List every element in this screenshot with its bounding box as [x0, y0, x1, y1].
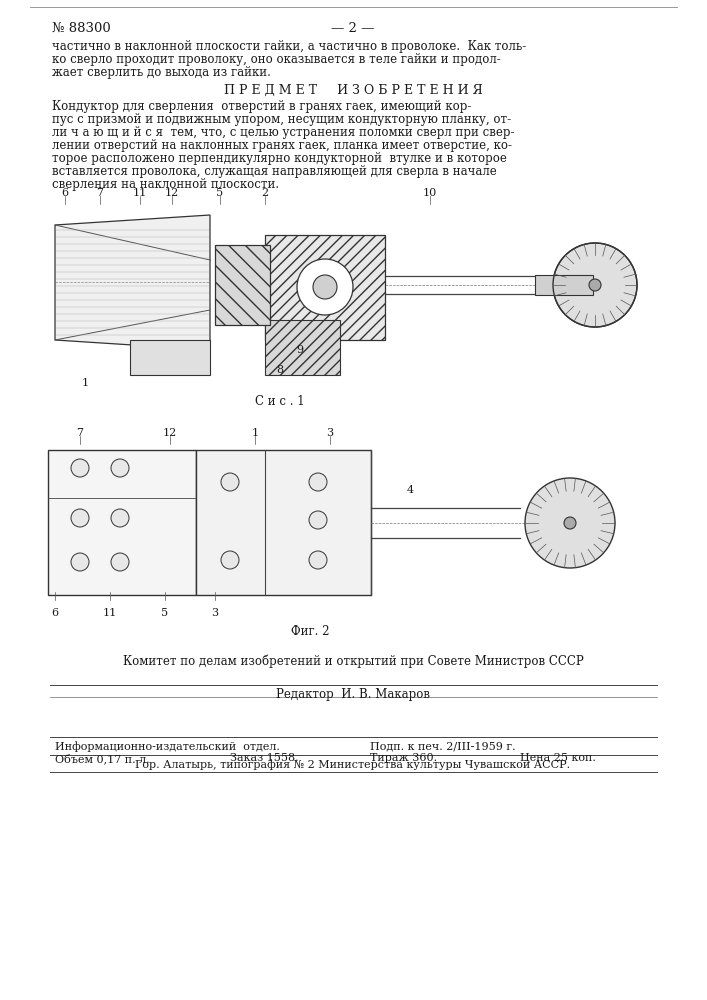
Text: Фиг. 2: Фиг. 2: [291, 625, 329, 638]
Text: 12: 12: [163, 428, 177, 438]
Bar: [196, 450, 371, 595]
Text: С и с . 1: С и с . 1: [255, 395, 305, 408]
Circle shape: [111, 459, 129, 477]
Circle shape: [525, 478, 615, 568]
Text: 3: 3: [327, 428, 334, 438]
Text: Редактор  И. В. Макаров: Редактор И. В. Макаров: [276, 688, 430, 701]
Circle shape: [313, 275, 337, 299]
Bar: [535, 275, 593, 295]
Polygon shape: [265, 320, 340, 375]
Text: пус с призмой и подвижным упором, несущим кондукторную планку, от-: пус с призмой и подвижным упором, несущи…: [52, 113, 511, 126]
Text: Гор. Алатырь, типография № 2 Министерства культуры Чувашской АССР.: Гор. Алатырь, типография № 2 Министерств…: [136, 759, 571, 770]
Text: 4: 4: [407, 485, 414, 495]
Text: Объем 0,17 п. л.: Объем 0,17 п. л.: [55, 753, 150, 764]
Text: 9: 9: [296, 345, 303, 355]
Text: 6: 6: [52, 608, 59, 618]
Circle shape: [297, 259, 353, 315]
Text: торое расположено перпендикулярно кондукторной  втулке и в которое: торое расположено перпендикулярно кондук…: [52, 152, 507, 165]
Text: № 88300: № 88300: [52, 22, 111, 35]
Circle shape: [309, 551, 327, 569]
Circle shape: [589, 279, 601, 291]
Text: 11: 11: [133, 188, 147, 198]
Text: 7: 7: [76, 428, 83, 438]
Text: Информационно-издательский  отдел.: Информационно-издательский отдел.: [55, 741, 280, 752]
Text: 5: 5: [161, 608, 168, 618]
Polygon shape: [55, 215, 210, 350]
Circle shape: [111, 553, 129, 571]
Circle shape: [221, 551, 239, 569]
Circle shape: [111, 509, 129, 527]
Text: — 2 —: — 2 —: [332, 22, 375, 35]
Text: 1: 1: [252, 428, 259, 438]
Text: жает сверлить до выхода из гайки.: жает сверлить до выхода из гайки.: [52, 66, 271, 79]
Text: 12: 12: [165, 188, 179, 198]
Text: Цена 25 коп.: Цена 25 коп.: [520, 753, 596, 763]
Circle shape: [71, 509, 89, 527]
Text: 8: 8: [276, 365, 284, 375]
Text: 6: 6: [62, 188, 69, 198]
Text: 5: 5: [216, 188, 223, 198]
Text: Подп. к печ. 2/III-1959 г.: Подп. к печ. 2/III-1959 г.: [370, 741, 515, 751]
Circle shape: [553, 243, 637, 327]
Circle shape: [309, 473, 327, 491]
Text: 2: 2: [262, 188, 269, 198]
Circle shape: [564, 517, 576, 529]
Text: ко сверло проходит проволоку, оно оказывается в теле гайки и продол-: ко сверло проходит проволоку, оно оказыв…: [52, 53, 501, 66]
Bar: [215, 245, 270, 325]
Text: Кондуктор для сверления  отверстий в гранях гаек, имеющий кор-: Кондуктор для сверления отверстий в гран…: [52, 100, 472, 113]
Text: П Р Е Д М Е Т     И З О Б Р Е Т Е Н И Я: П Р Е Д М Е Т И З О Б Р Е Т Е Н И Я: [223, 84, 482, 97]
Circle shape: [221, 473, 239, 491]
Text: сверления на наклонной плоскости.: сверления на наклонной плоскости.: [52, 178, 279, 191]
Circle shape: [71, 459, 89, 477]
Text: 10: 10: [423, 188, 437, 198]
Text: частично в наклонной плоскости гайки, а частично в проволоке.  Как толь-: частично в наклонной плоскости гайки, а …: [52, 40, 526, 53]
Polygon shape: [130, 340, 210, 375]
Text: 11: 11: [103, 608, 117, 618]
Text: ли ч а ю щ и й с я  тем, что, с целью устранения поломки сверл при свер-: ли ч а ю щ и й с я тем, что, с целью уст…: [52, 126, 515, 139]
Text: Комитет по делам изобретений и открытий при Совете Министров СССР: Комитет по делам изобретений и открытий …: [122, 655, 583, 668]
Text: 3: 3: [211, 608, 218, 618]
Circle shape: [71, 553, 89, 571]
Circle shape: [309, 511, 327, 529]
Text: 7: 7: [96, 188, 103, 198]
Text: 1: 1: [81, 378, 88, 388]
Bar: [265, 235, 385, 340]
Bar: [48, 450, 196, 595]
Text: вставляется проволока, служащая направляющей для сверла в начале: вставляется проволока, служащая направля…: [52, 165, 497, 178]
Text: Тираж 360.: Тираж 360.: [370, 753, 437, 763]
Text: Заказ 1558.: Заказ 1558.: [230, 753, 298, 763]
Text: лении отверстий на наклонных гранях гаек, планка имеет отверстие, ко-: лении отверстий на наклонных гранях гаек…: [52, 139, 512, 152]
